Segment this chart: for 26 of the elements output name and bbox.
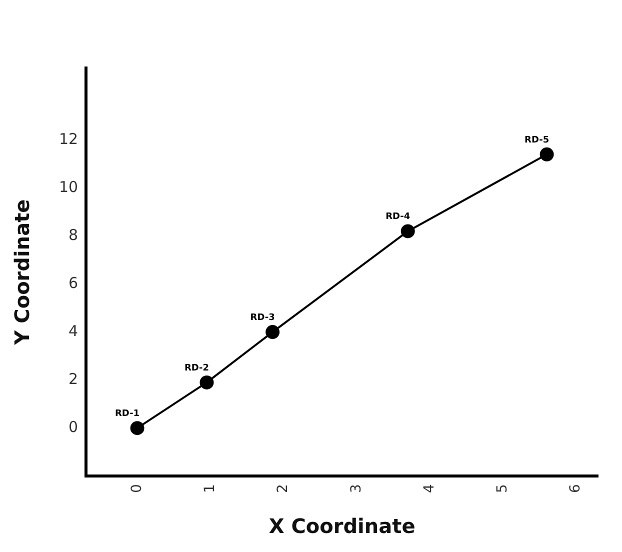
annotation: RD-1 xyxy=(114,408,140,419)
point xyxy=(200,375,214,390)
point xyxy=(266,325,280,340)
x-tick-label: 6 xyxy=(568,484,584,494)
y-tick-label: 2 xyxy=(68,370,78,388)
y-axis-title: Y Coordinate xyxy=(10,199,34,346)
x-tick-label: 1 xyxy=(202,484,218,494)
annotation: RD-5 xyxy=(524,135,550,146)
point xyxy=(400,224,415,238)
x-tick-label: 0 xyxy=(128,484,145,494)
annotation: RD-2 xyxy=(184,363,210,374)
y-tick-label: 12 xyxy=(58,130,78,148)
annotation: RD-4 xyxy=(386,212,410,222)
x-tick-label: 5 xyxy=(494,484,511,494)
y-tick-label: 6 xyxy=(68,274,78,292)
annotation: RD-3 xyxy=(250,312,275,323)
y-tick-label: 0 xyxy=(68,418,78,436)
y-tick-label: 8 xyxy=(68,226,78,244)
y-tick-label: 10 xyxy=(58,178,78,196)
point xyxy=(130,421,144,436)
x-tick-label: 3 xyxy=(348,484,364,494)
point xyxy=(540,147,554,162)
x-tick-label: 4 xyxy=(421,484,438,494)
x-tick-label: 2 xyxy=(275,484,292,494)
x-axis-title: X Coordinate xyxy=(268,514,416,538)
y-tick-label: 4 xyxy=(68,322,78,340)
